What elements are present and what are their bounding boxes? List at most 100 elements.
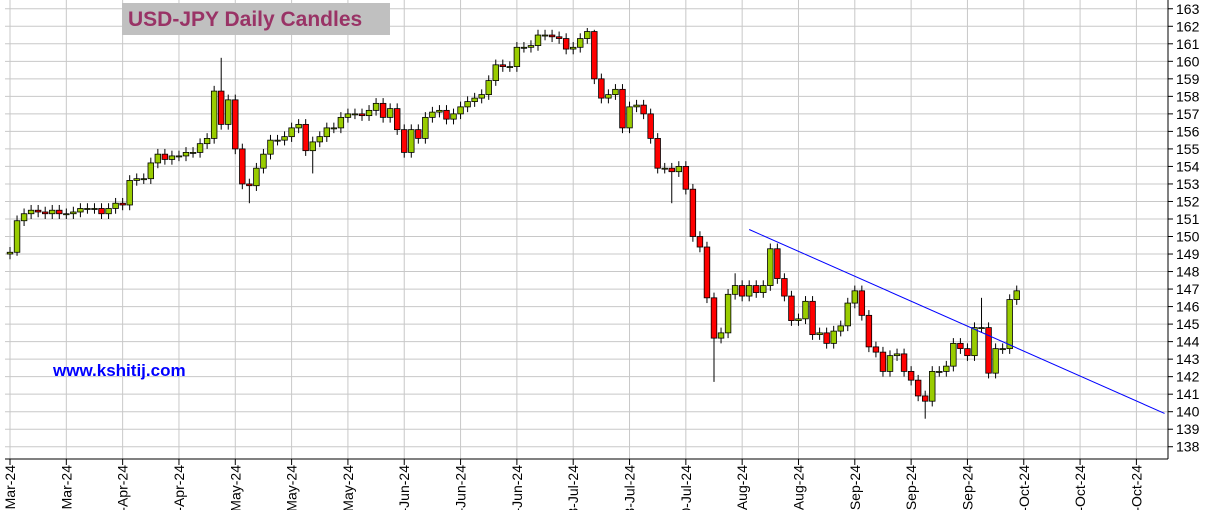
candle-body [774,248,781,279]
candle-body [77,208,84,213]
candle-body [886,355,894,372]
candle-body [562,38,570,50]
candle-body [485,80,492,96]
candle-body [302,123,309,152]
candle-body [161,153,169,160]
x-tick-label: 28-Oct-24 [1128,465,1144,510]
y-tick-label: 160 [1176,53,1200,69]
candle-body [985,327,992,374]
x-tick-label: 14-Jun-24 [453,465,469,510]
candle-body [217,90,225,125]
candle-body [900,353,908,372]
candle-body [13,220,21,253]
candle-body [654,138,661,169]
candle-body [253,167,260,187]
candle-body [358,113,366,117]
candle-body [527,45,535,48]
candle-body [246,183,253,187]
candle-body [203,138,211,145]
candle-body [675,166,682,173]
candle-body [415,129,422,139]
candle-body [464,101,471,108]
candle-body [830,330,837,344]
x-tick-label: 02-Sep-24 [847,465,863,510]
candle-body [999,348,1006,351]
candle-body [957,342,964,350]
x-tick-label: 13-May-24 [284,465,300,510]
y-tick-label: 142 [1176,369,1200,385]
candle-body [851,290,858,304]
y-tick-label: 146 [1176,299,1200,315]
y-tick-label: 140 [1176,404,1200,420]
candle-body [295,123,302,129]
candle-body [147,162,154,180]
candle-body [668,167,675,173]
y-tick-label: 143 [1176,351,1200,367]
candle-body [992,348,999,374]
y-tick-label: 156 [1176,123,1200,139]
x-tick-label: 23-May-24 [340,465,356,510]
candle-body [499,64,506,67]
candle-body [781,278,788,297]
candle-body [49,209,56,215]
candle-body [168,155,176,160]
x-tick-label: 09-Aug-24 [734,465,750,510]
y-tick-label: 158 [1176,88,1200,104]
candle-body [20,213,28,222]
y-tick-label: 150 [1176,229,1200,245]
x-tick-label: 09-Apr-24 [115,465,131,510]
candle-body [788,295,795,321]
candle-body [126,180,133,206]
candle-body [232,99,239,150]
candle-body [612,88,619,96]
candle-body [196,143,204,153]
candle-body [27,209,35,215]
y-tick-label: 159 [1176,71,1200,87]
y-tick-label: 162 [1176,18,1200,34]
candle-body [591,31,598,80]
candle-body [70,211,77,215]
candle-body [978,327,985,330]
candle-body [323,127,330,138]
candle-body [584,31,591,39]
candle-body [436,109,443,113]
candle-body [879,351,887,372]
candle-body [823,332,830,344]
candle-body [316,136,323,143]
candle-body [844,302,851,327]
candle-body [907,371,915,381]
candle-body [703,246,711,299]
x-tick-label: 04-Jun-24 [396,465,412,510]
candle-body [112,202,119,209]
candle-body [288,127,295,138]
candle-body [1006,299,1013,350]
candle-body [971,327,978,357]
candle-body [943,365,950,372]
candle-body [309,141,316,152]
candle-body [914,379,922,397]
candle-body [175,155,183,158]
candle-body [626,106,633,129]
candle-body [337,116,345,129]
candle-body [936,371,943,373]
candle-body [210,90,218,139]
candle-body [689,188,697,237]
y-tick-label: 152 [1176,193,1200,209]
x-tick-label: 18-Jul-24 [622,465,638,510]
candle-body [140,178,147,181]
candle-body [492,64,499,81]
candle-body [401,129,408,153]
candle-body [450,113,457,120]
candle-body [372,102,380,111]
candle-body [731,285,739,295]
trend-line [748,229,1165,414]
y-tick-label: 147 [1176,281,1200,297]
candle-body [753,285,760,293]
x-tick-label: 21-Aug-24 [790,465,806,510]
y-tick-label: 141 [1176,386,1200,402]
candle-body [541,34,549,37]
x-tick-label: 04-Oct-24 [1016,465,1032,510]
candle-body [225,99,232,125]
candle-body [443,109,450,120]
candle-body [91,208,98,210]
